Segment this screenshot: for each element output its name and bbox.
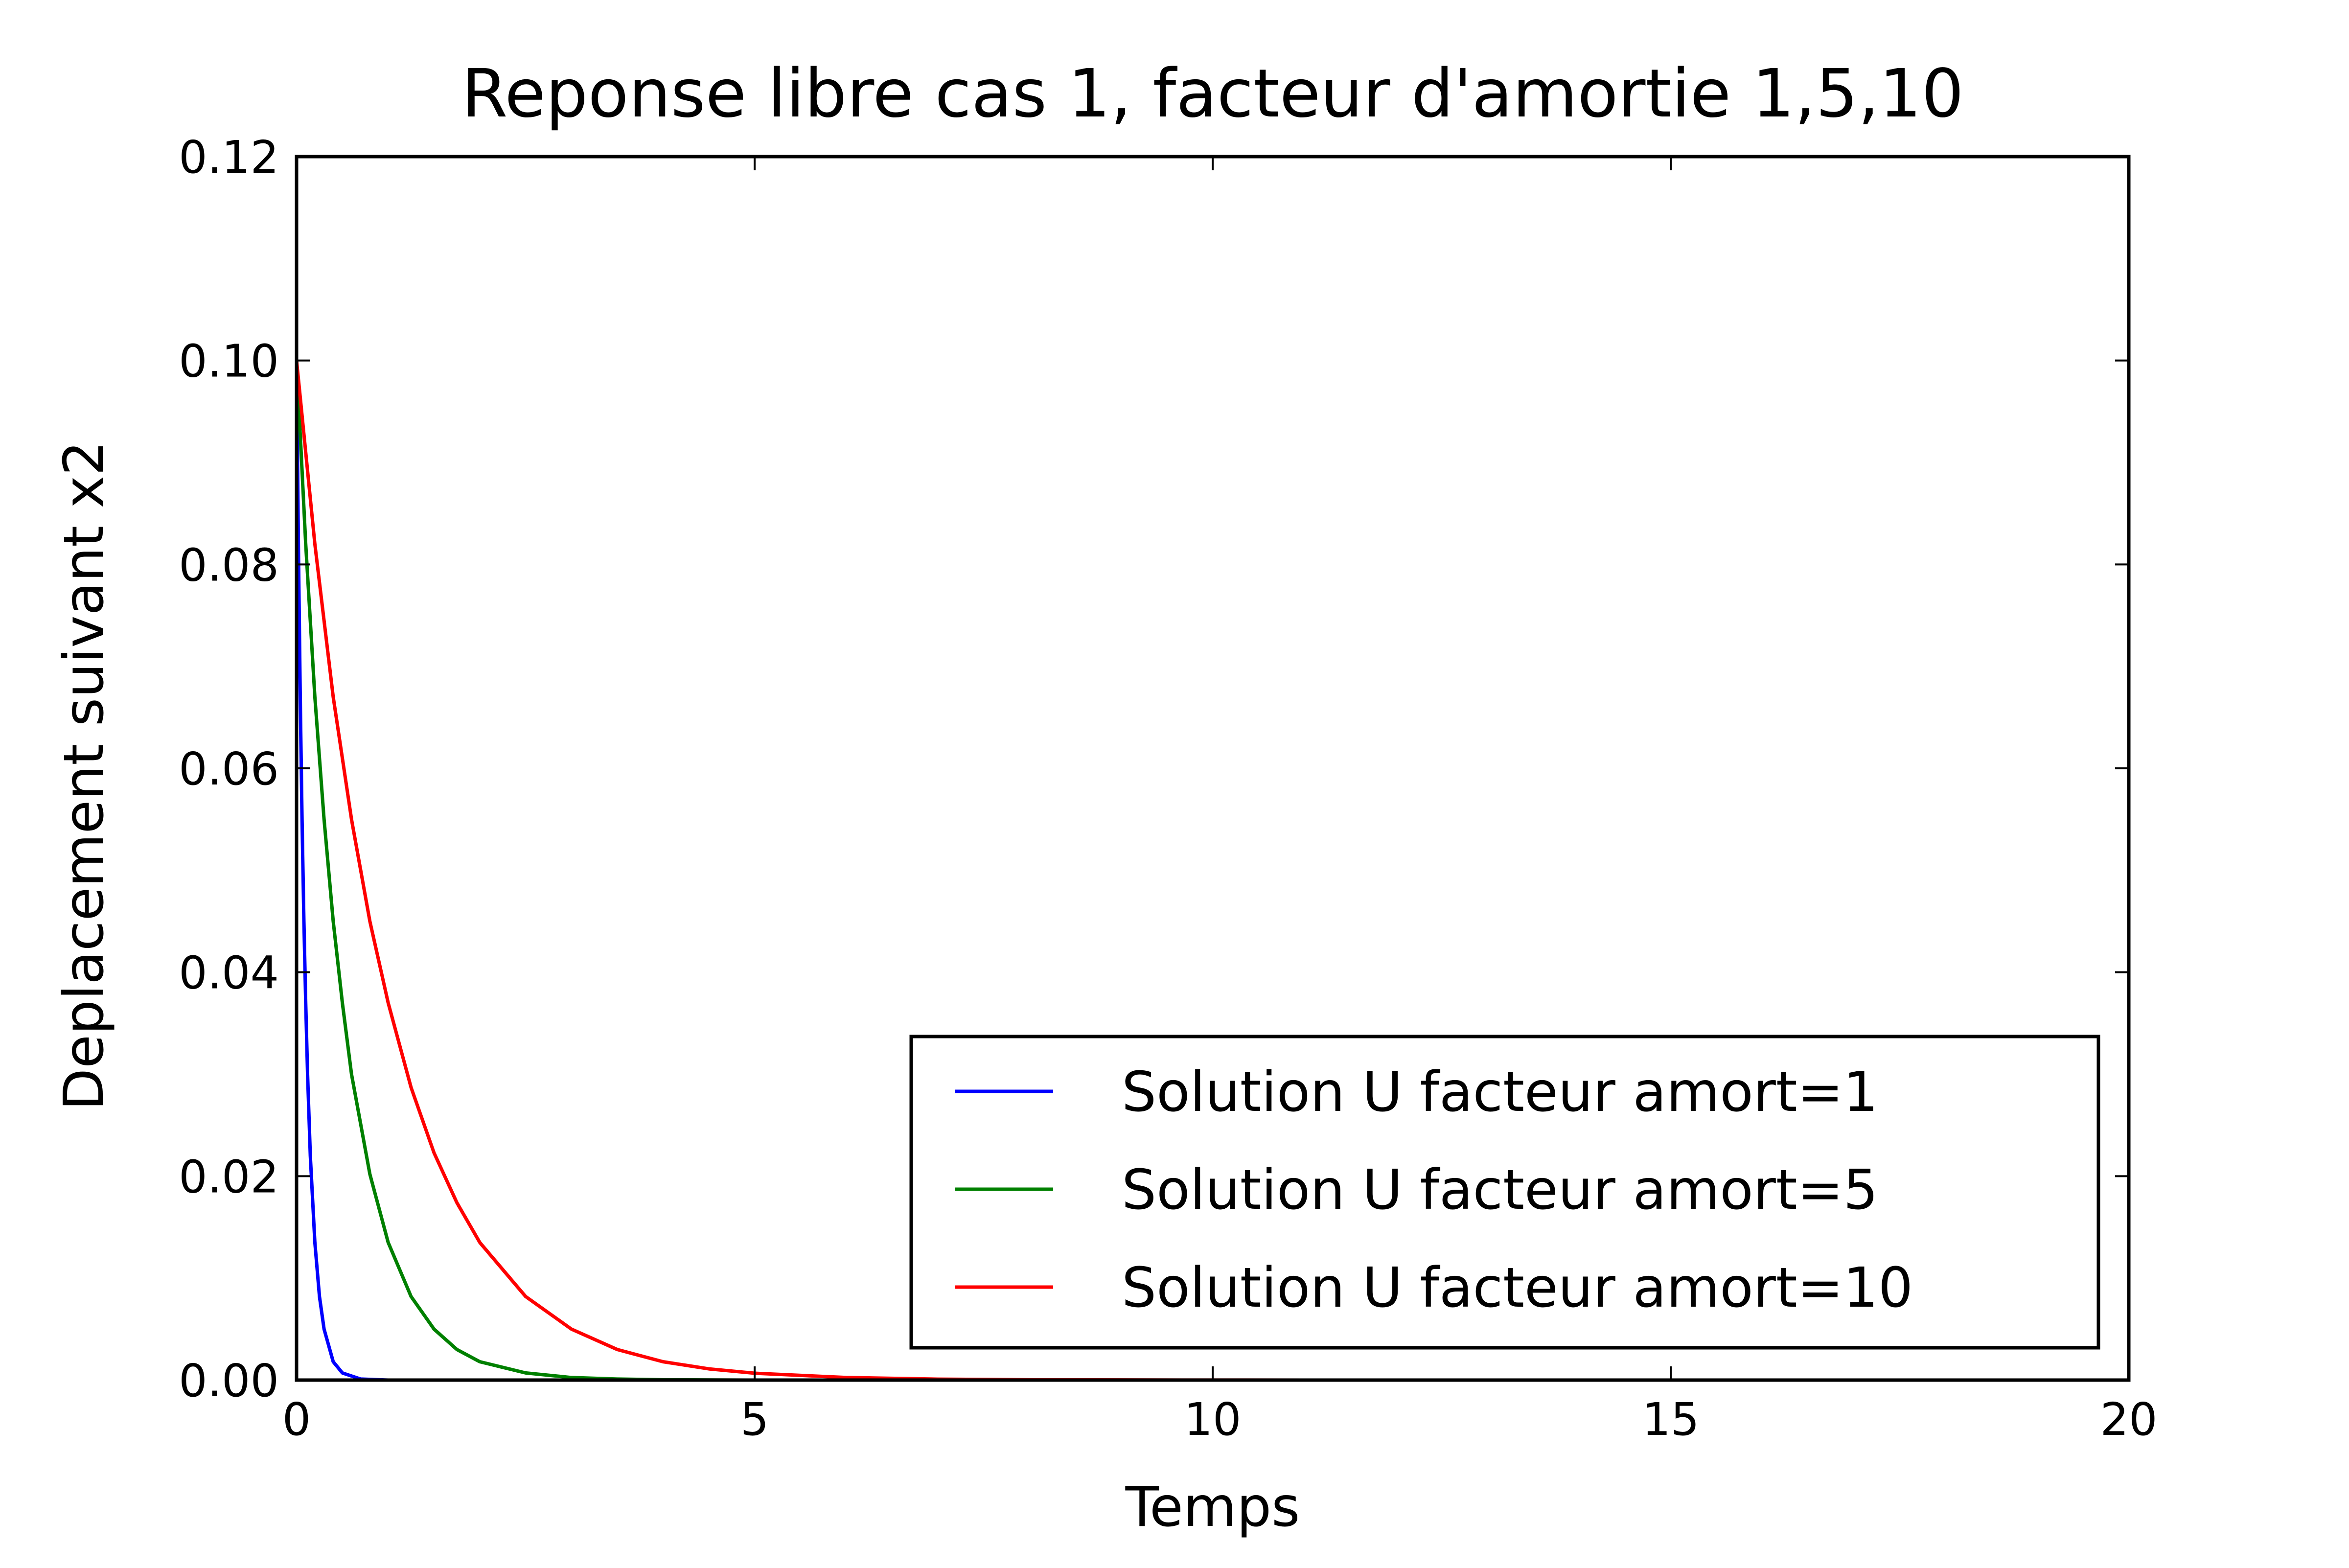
x-tick-label: 5 [740,1393,769,1446]
y-tick-label: 0.00 [179,1355,279,1407]
x-tick-label: 10 [1184,1393,1241,1446]
legend: Solution U facteur amort=1 Solution U fac… [909,1035,2100,1350]
series-line-1 [297,360,2129,1380]
plot-area: 0 5 10 15 20 0.00 0.02 0.04 0.06 0.08 0.10 0.12 [179,131,2157,1446]
x-axis-label: Temps [1125,1476,1300,1539]
legend-box [909,1035,2100,1350]
x-tick-label: 20 [2100,1393,2157,1446]
legend-label: Solution U facteur amort=5 [1122,1158,1878,1222]
legend-label: Solution U facteur amort=1 [1122,1061,1878,1124]
y-tick-label: 0.04 [179,947,279,999]
y-axis-label: Deplacement suivant x2 [52,441,116,1110]
x-tick-label: 0 [282,1393,311,1446]
y-tick-label: 0.06 [179,743,279,795]
y-tick-label: 0.10 [179,335,279,388]
legend-label: Solution U facteur amort=10 [1122,1256,1913,1320]
y-tick-label: 0.12 [179,131,279,184]
y-tick-label: 0.08 [179,539,279,591]
series-line-2 [297,360,2129,1380]
chart-title: Reponse libre cas 1, facteur d'amortie 1… [461,55,1964,133]
y-tick-label: 0.02 [179,1151,279,1203]
x-tick-label: 15 [1642,1393,1699,1446]
